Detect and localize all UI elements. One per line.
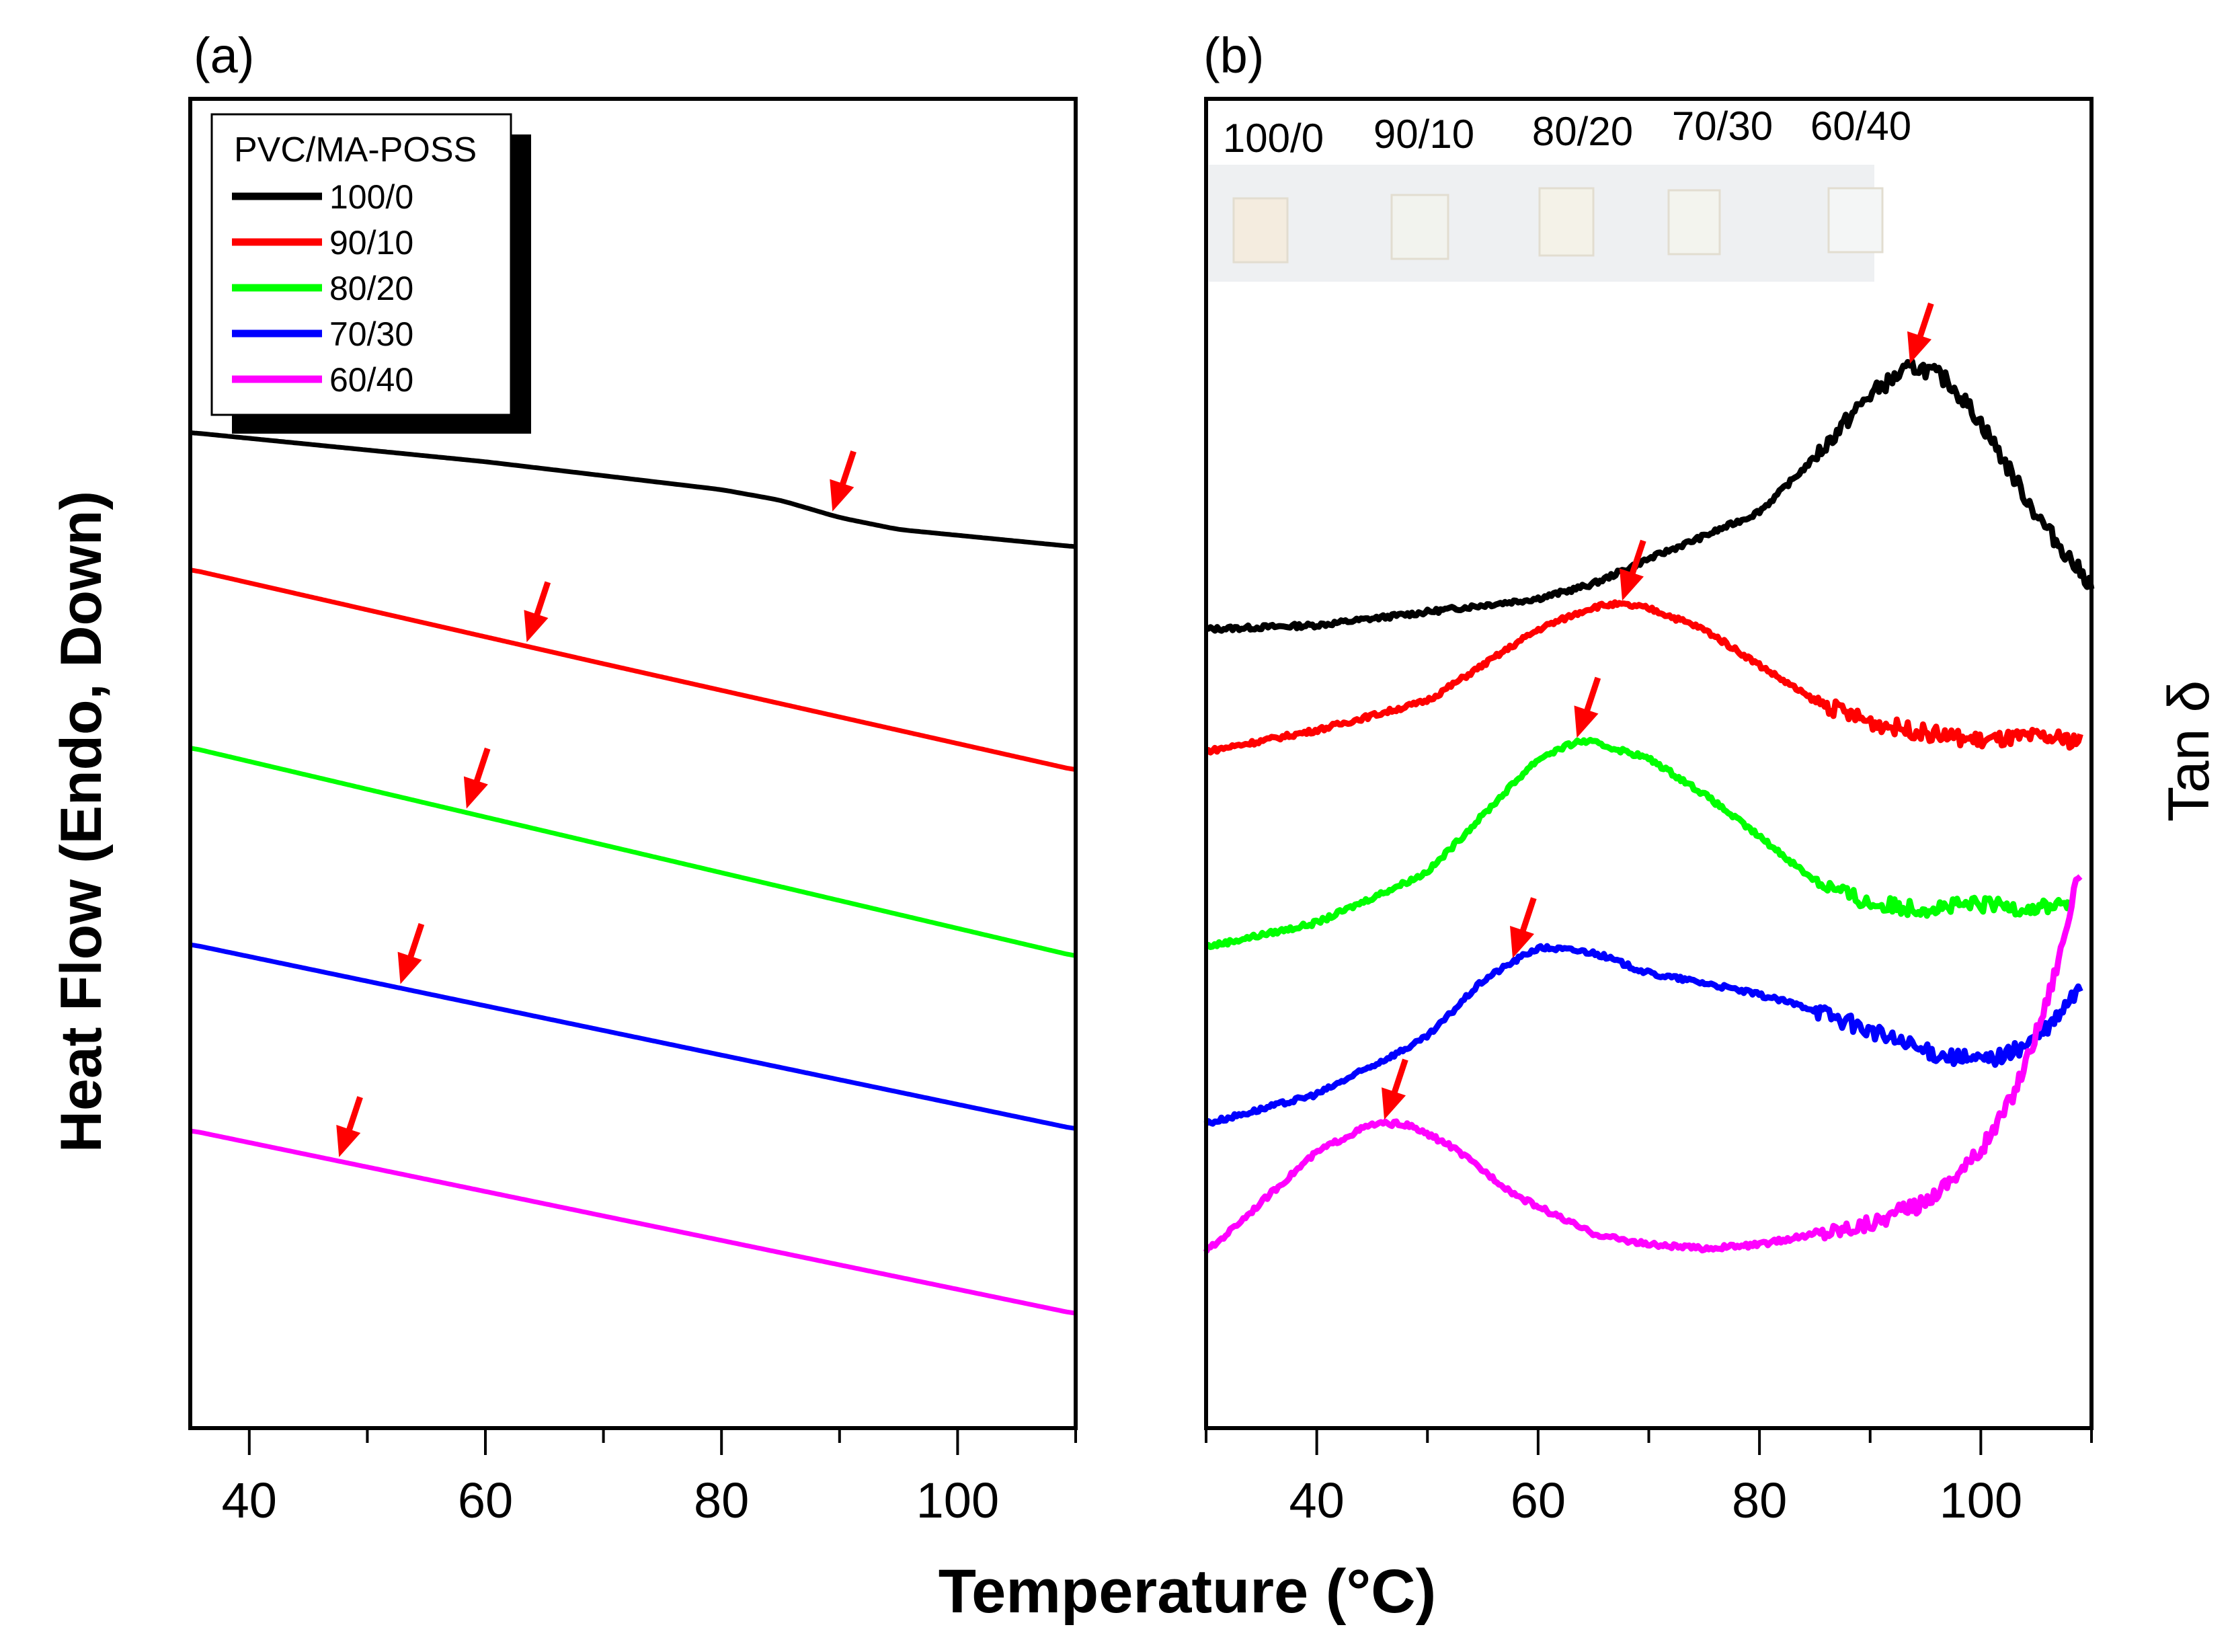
series-line-100-0	[1205, 358, 2095, 634]
panel-a-label: (a)	[194, 28, 254, 83]
legend-label: 100/0	[329, 178, 413, 216]
sample-photo-inset	[1209, 165, 1884, 282]
legend-title: PVC/MA-POSS	[234, 130, 477, 169]
series-line-100-0	[190, 430, 1076, 549]
sample-film-piece	[1667, 189, 1721, 255]
tg-arrow-marker	[830, 450, 856, 512]
x-tick-label: 80	[694, 1472, 749, 1528]
tg-arrow-marker	[397, 922, 425, 984]
x-tick-label: 40	[222, 1472, 277, 1528]
tg-arrow-marker	[1510, 897, 1537, 959]
sample-film-piece	[1390, 194, 1449, 260]
sample-photo-label: 100/0	[1223, 116, 1324, 161]
series-line-80-20	[190, 746, 1076, 958]
sample-film-piece	[1827, 187, 1884, 253]
sample-photo-label: 60/40	[1810, 104, 1911, 149]
tg-arrow-marker	[1382, 1058, 1408, 1120]
x-tick-label: 60	[1511, 1472, 1566, 1528]
series-line-90-10	[190, 567, 1076, 773]
sample-photo-label: 70/30	[1672, 104, 1773, 149]
y-axis-label-a: Heat Flow (Endo, Down)	[49, 491, 114, 1152]
x-tick-label: 60	[458, 1472, 513, 1528]
legend: PVC/MA-POSS 100/0 90/10 80/20 70/30 60/40	[210, 113, 531, 434]
legend-item: 90/10	[232, 224, 413, 262]
legend-label: 60/40	[329, 361, 413, 399]
panel-b: 40 60 80 100	[1203, 97, 2095, 1528]
tg-arrow-marker	[524, 581, 551, 643]
legend-item: 80/20	[232, 270, 413, 307]
sample-photo-label: 80/20	[1532, 109, 1633, 154]
panel-a: 40 60 80 100	[188, 97, 1078, 1528]
tg-arrow-marker	[1574, 676, 1601, 738]
sample-film-piece	[1232, 197, 1289, 264]
panel-b-label: (b)	[1203, 28, 1264, 83]
x-tick-label: 100	[1940, 1472, 2022, 1528]
series-line-60-40	[190, 1128, 1076, 1316]
series-line-90-10	[1205, 599, 2083, 756]
plot-frame	[188, 97, 1078, 1430]
legend-item: 60/40	[232, 361, 413, 399]
legend-label: 90/10	[329, 224, 413, 262]
tg-arrow-marker	[336, 1096, 363, 1157]
legend-label: 80/20	[329, 270, 413, 307]
tg-arrow-marker	[463, 747, 491, 809]
series-line-80-20	[1204, 736, 2073, 950]
x-axis-label: Temperature (°C)	[939, 1557, 1437, 1626]
x-tick-label: 40	[1289, 1472, 1344, 1528]
series-line-60-40	[1203, 874, 2083, 1254]
legend-label: 70/30	[329, 315, 413, 353]
y-axis-label-b: Tan δ	[2157, 680, 2221, 822]
tg-arrow-marker	[1907, 303, 1934, 364]
x-tick-label: 100	[916, 1472, 999, 1528]
series-line-70-30	[190, 942, 1076, 1131]
sample-film-piece	[1538, 187, 1595, 257]
sample-photo-label: 90/10	[1373, 112, 1474, 157]
series-line-70-30	[1203, 943, 2083, 1127]
x-tick-label: 80	[1732, 1472, 1787, 1528]
legend-item: 70/30	[232, 315, 413, 353]
tg-arrow-marker	[1619, 539, 1646, 601]
legend-item: 100/0	[232, 178, 413, 216]
